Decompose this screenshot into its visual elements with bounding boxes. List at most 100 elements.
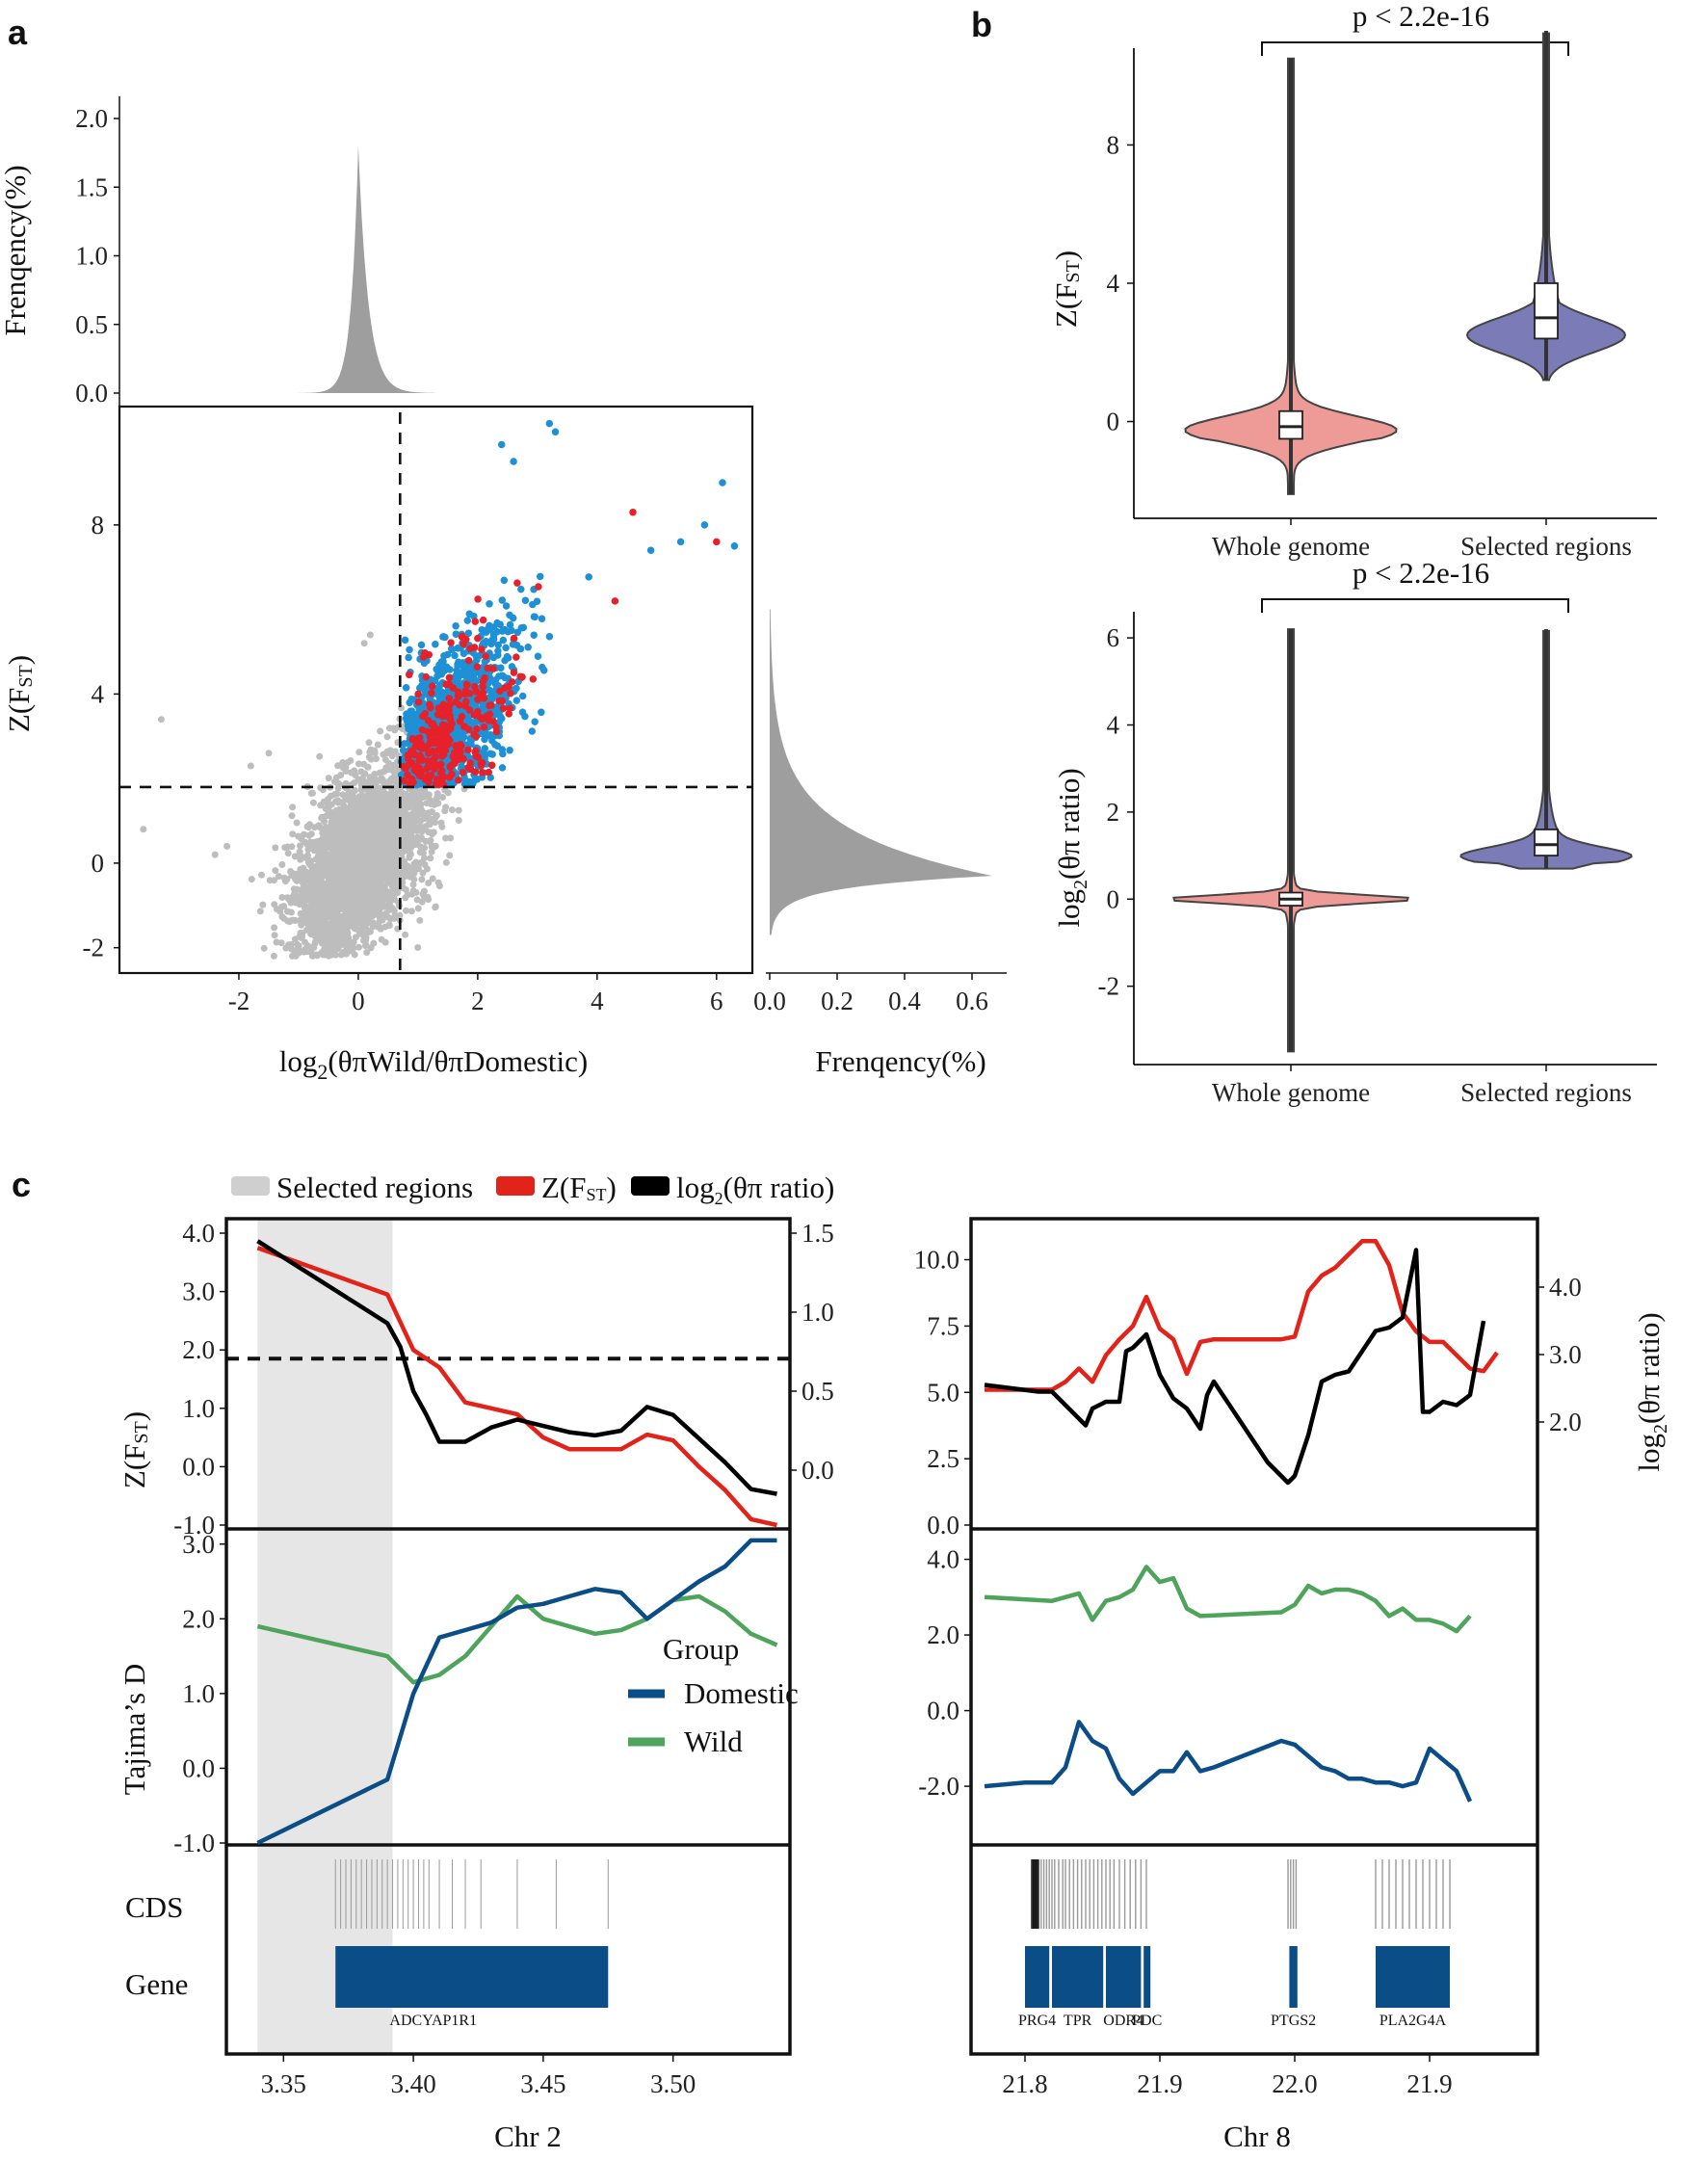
zfst-y-tick: 5.0	[927, 1378, 959, 1407]
violin-y-tick: 6	[1107, 623, 1120, 652]
gray-points	[140, 631, 489, 960]
wild-line	[256, 1593, 778, 1685]
chr-x-tick: 3.40	[390, 2069, 435, 2098]
zfst-y-tick: 0.0	[927, 1511, 959, 1540]
panel-c-left-chr2: 4.0 3.0 2.0 1.0 0.0 -1.0 1.5 1.0 0.5 0.0 3.0 2.0 1.0…	[173, 1217, 834, 2098]
scatter-x-tick: 0	[352, 987, 365, 1015]
density-y-tick: 0.5	[75, 310, 108, 339]
scatter-frame	[118, 405, 754, 975]
tajima-y-tick: -1.0	[173, 1829, 215, 1857]
box-iqr	[1278, 409, 1303, 440]
density-x-tick: 0.4	[888, 987, 921, 1015]
wild-line	[984, 1565, 1472, 1634]
density-y-tick: 0.0	[75, 379, 108, 408]
violin-y-tick: 0	[1107, 884, 1120, 913]
log2-y-tick: 4.0	[1549, 1273, 1582, 1302]
legend-swatch-selected	[231, 1176, 270, 1196]
density-y-tick: 1.0	[75, 242, 108, 271]
gene-name-label: PRG4	[1018, 2013, 1056, 2029]
tajima-y-tick: -2.0	[918, 1772, 959, 1801]
chr2-x-label: Chr 2	[494, 2120, 562, 2153]
domestic-line	[256, 1538, 777, 1846]
chr8-x-label: Chr 8	[1223, 2120, 1291, 2153]
scatter-red-points	[399, 508, 721, 789]
violin-y-tick: 4	[1107, 711, 1120, 740]
red-points	[399, 508, 721, 789]
gene-name-label: PDC	[1132, 2013, 1162, 2029]
log2-y-tick: 1.5	[801, 1219, 834, 1248]
gene-block	[1143, 1946, 1151, 2008]
panel-c-static-labels: Z(FST) Tajima’s D CDS Gene Chr 2 Chr 8 l…	[118, 1312, 1671, 2153]
log2-y-tick: 2.0	[1549, 1408, 1582, 1436]
panel-label-a: a	[8, 13, 28, 52]
gene-block	[1052, 1946, 1104, 2008]
zfst-y-tick: 10.0	[914, 1246, 959, 1275]
selected-region-shade	[257, 1219, 393, 2054]
zfst-y-tick: 0.0	[182, 1452, 215, 1481]
zfst-line	[985, 1239, 1499, 1392]
track-frame	[969, 1217, 1539, 2056]
zfst-line	[256, 1246, 777, 1528]
violin-top-y-label: Z(FST)	[1049, 250, 1084, 328]
panel-c-right-chr8: 10.0 7.5 5.0 2.5 0.0 4.0 3.0 2.0 4.0 2.0 0.0 -2.0 PR…	[914, 1217, 1582, 2098]
gene-block	[1025, 1946, 1050, 2008]
zfst-y-tick: 2.0	[182, 1335, 215, 1364]
log2-ratio-line	[256, 1239, 777, 1496]
chr-x-tick: 3.45	[520, 2069, 565, 2098]
scatter-y-label: Z(FST)	[2, 655, 37, 732]
violin-category-label: Selected regions	[1460, 1078, 1632, 1107]
domestic-line	[984, 1720, 1473, 1803]
gene-name-label: ADCYAP1R1	[389, 2013, 477, 2029]
cds-label: CDS	[125, 1890, 183, 1924]
density-y-label: Frenqency(%)	[0, 165, 32, 335]
scatter-y-tick: 8	[92, 511, 105, 540]
tajima-y-label: Tajima’s D	[118, 1664, 151, 1795]
scatter-x-label: log2(θπWild/θπDomestic)	[279, 1044, 588, 1084]
group-legend-title: Group	[663, 1632, 739, 1666]
tajima-y-tick: 0.0	[182, 1753, 215, 1782]
log2-y-tick: 0.0	[801, 1456, 834, 1485]
density-x-label: Frenqency(%)	[815, 1044, 985, 1078]
violin-y-tick: -2	[1098, 972, 1120, 1001]
legend-swatch-zfst	[496, 1176, 535, 1196]
log2-y-tick: 0.5	[801, 1377, 834, 1406]
chr-x-tick: 3.50	[650, 2069, 696, 2098]
gene-block	[1106, 1946, 1142, 2008]
zfst-y-tick: 1.0	[182, 1394, 215, 1423]
significance-bracket-bottom	[1261, 598, 1569, 613]
chr-x-tick: 21.9	[1137, 2069, 1182, 2098]
gene-name-label: PLA2G4A	[1380, 2013, 1447, 2029]
significance-bracket-top	[1261, 41, 1569, 56]
legend-label-selected: Selected regions	[276, 1171, 473, 1204]
legend-label-log2: log2(θπ ratio)	[676, 1171, 834, 1208]
scatter-y-tick: 0	[92, 849, 105, 878]
panel-b-top-violin: Z(FST) p < 2.2e-16 8 4 0 Whole genome Select…	[1049, 0, 1657, 561]
gene-name-label: ODR4	[1103, 2013, 1143, 2029]
box-iqr	[1534, 282, 1559, 340]
pvalue-top: p < 2.2e-16	[1353, 0, 1489, 33]
log2-y-tick: 3.0	[1549, 1340, 1582, 1369]
group-legend: Group Domestic Wild	[628, 1632, 799, 1758]
box-iqr	[1534, 829, 1559, 856]
zfst-y-tick: 7.5	[927, 1311, 959, 1340]
density-x-tick: 0.0	[753, 987, 786, 1015]
panel-a-scatter: -2 0 2 4 6 8 4 0 -2 Z(FST) log2(θπWild/θπDomesti…	[2, 405, 754, 1084]
scatter-y-tick: -2	[83, 934, 105, 962]
violin-y-tick: 8	[1107, 130, 1120, 159]
violin-y-tick: 4	[1107, 269, 1120, 298]
violin-category-label: Whole genome	[1212, 532, 1370, 561]
gene-block	[1376, 1946, 1450, 2008]
density-y-tick: 1.5	[75, 172, 108, 201]
gene-label: Gene	[125, 1967, 188, 2001]
tajima-y-tick: 4.0	[927, 1545, 959, 1574]
legend-label-domestic: Domestic	[684, 1676, 799, 1710]
track-frame	[224, 1217, 792, 2056]
scatter-gray-points	[140, 631, 489, 960]
zfst-y-tick: 2.5	[927, 1444, 959, 1473]
gene-name-label: TPR	[1064, 2013, 1092, 2029]
gene-block	[335, 1946, 609, 2008]
density-curve-x	[298, 145, 436, 393]
legend-swatch-log2	[631, 1176, 670, 1196]
panel-a-right-density: 0.0 0.2 0.4 0.6 Frenqency(%)	[753, 609, 1007, 1078]
